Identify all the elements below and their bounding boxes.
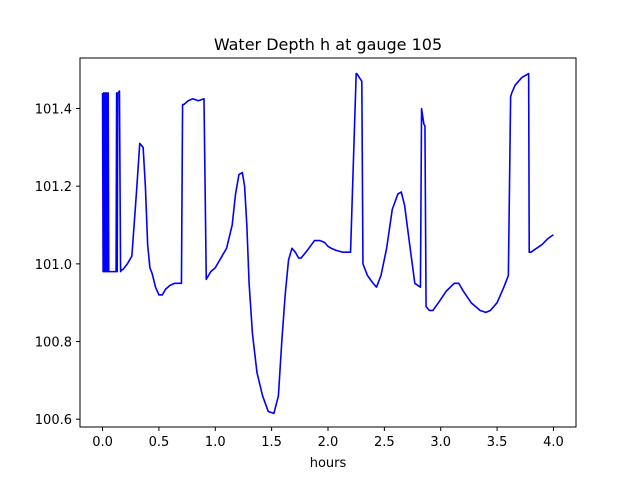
x-axis-label: hours: [310, 456, 347, 471]
y-tick-label: 101.0: [35, 258, 72, 273]
x-tick-label: 0.0: [92, 435, 113, 450]
x-tick-label: 0.5: [149, 435, 170, 450]
series-line-1: [101, 72, 554, 415]
x-axis: 0.0 0.5 1.0 1.5 2.0 2.5 3.0 3.5 4.0: [92, 427, 564, 450]
x-tick-label: 1.0: [205, 435, 226, 450]
chart-title: Water Depth h at gauge 105: [214, 35, 442, 54]
x-tick-label: 2.5: [374, 435, 395, 450]
x-tick-label: 4.0: [543, 435, 564, 450]
y-axis: 100.6 100.8 101.0 101.2 101.4: [35, 102, 80, 428]
y-tick-label: 100.6: [35, 413, 72, 428]
x-tick-label: 3.5: [487, 435, 508, 450]
x-tick-label: 1.5: [261, 435, 282, 450]
y-tick-label: 100.8: [35, 336, 72, 351]
x-tick-label: 3.0: [430, 435, 451, 450]
x-tick-label: 2.0: [318, 435, 339, 450]
y-tick-label: 101.4: [35, 102, 72, 117]
y-tick-label: 101.2: [35, 180, 72, 195]
